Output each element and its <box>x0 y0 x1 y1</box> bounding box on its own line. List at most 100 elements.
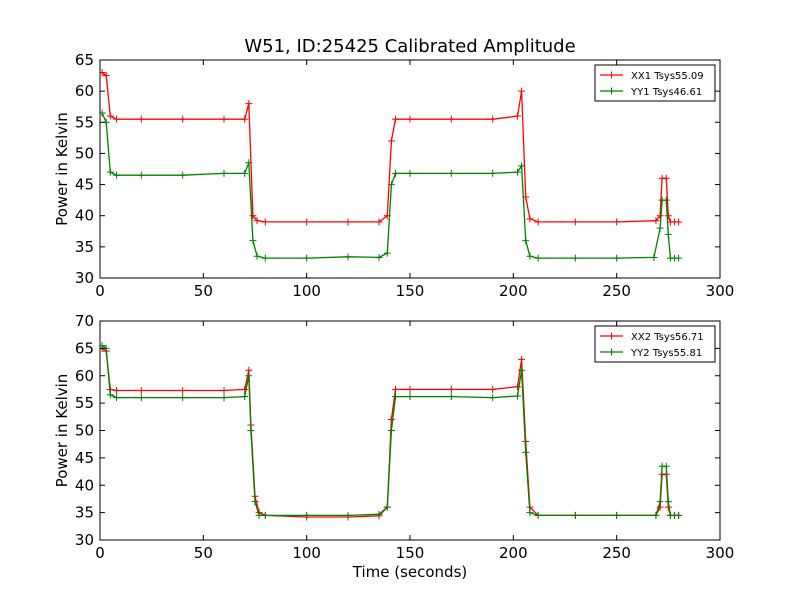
data-point <box>102 72 110 80</box>
legend-box <box>594 325 716 363</box>
top-panel: 0 50 100 150 200 250 300 30 35 40 45 50 55 60 65 Power … <box>53 51 734 300</box>
data-point <box>406 393 414 401</box>
y-tick-label: 60 <box>75 367 94 385</box>
data-point <box>303 511 311 519</box>
legend-entry: YY2 Tsys55.81 <box>630 348 702 359</box>
data-point <box>675 511 683 519</box>
data-point <box>489 385 497 393</box>
data-point <box>534 254 542 262</box>
legend: XX1 Tsys55.09 YY1 Tsys46.61 <box>594 64 716 102</box>
data-point <box>406 115 414 123</box>
data-point <box>664 230 672 238</box>
data-point <box>526 215 534 223</box>
data-point <box>664 498 672 506</box>
data-point <box>383 249 391 257</box>
data-point <box>137 115 145 123</box>
y-tick-label: 65 <box>75 339 94 357</box>
data-point <box>179 394 187 402</box>
data-point <box>137 394 145 402</box>
data-point <box>106 168 114 176</box>
data-point <box>662 196 670 204</box>
y-tick-label: 50 <box>75 144 94 162</box>
data-point <box>344 218 352 226</box>
y-axis-label: Power in Kelvin <box>53 112 71 226</box>
x-tick-label: 0 <box>95 282 105 300</box>
data-point <box>253 217 261 225</box>
data-point <box>220 115 228 123</box>
data-point <box>650 253 658 261</box>
data-point <box>513 168 521 176</box>
x-tick-label: 300 <box>706 544 735 562</box>
data-point <box>261 254 269 262</box>
data-point <box>534 511 542 519</box>
x-tick-label: 150 <box>396 544 425 562</box>
plot-area <box>100 342 683 521</box>
legend-marker <box>608 87 615 95</box>
data-point <box>675 218 683 226</box>
y-tick-label: 30 <box>75 531 94 549</box>
y-tick-label: 40 <box>75 207 94 225</box>
y-tick-label: 60 <box>75 82 94 100</box>
y-tick-label: 70 <box>75 312 94 330</box>
data-point <box>513 383 521 391</box>
x-tick-label: 100 <box>292 544 321 562</box>
x-tick-label: 250 <box>602 282 631 300</box>
x-tick-label: 100 <box>292 282 321 300</box>
data-point <box>261 218 269 226</box>
data-point <box>518 162 526 170</box>
plot-area <box>100 68 683 262</box>
data-point <box>447 115 455 123</box>
data-point <box>652 511 660 519</box>
data-point <box>375 510 383 518</box>
data-point <box>489 169 497 177</box>
y-tick-label: 35 <box>75 238 94 256</box>
data-point <box>251 498 259 506</box>
legend-marker <box>608 71 615 79</box>
data-point <box>662 462 670 470</box>
data-point <box>652 217 660 225</box>
data-point <box>518 87 526 95</box>
data-point <box>261 511 269 519</box>
data-point <box>613 218 621 226</box>
x-tick-label: 200 <box>499 544 528 562</box>
data-point <box>656 224 664 232</box>
data-point <box>613 254 621 262</box>
data-point <box>241 169 249 177</box>
data-point <box>387 181 395 189</box>
x-tick-label: 0 <box>95 544 105 562</box>
data-point <box>571 254 579 262</box>
legend: XX2 Tsys56.71 YY2 Tsys55.81 <box>594 325 716 363</box>
y-tick-label: 35 <box>75 504 94 522</box>
x-tick-label: 50 <box>194 282 213 300</box>
x-tick-label: 250 <box>602 544 631 562</box>
data-point <box>613 511 621 519</box>
data-point <box>375 218 383 226</box>
data-point <box>675 254 683 262</box>
data-point <box>100 109 106 117</box>
legend-entry: XX1 Tsys55.09 <box>631 71 704 82</box>
data-point <box>344 511 352 519</box>
data-point <box>220 394 228 402</box>
x-tick-label: 200 <box>499 282 528 300</box>
y-tick-label: 30 <box>75 269 94 287</box>
data-point <box>392 169 400 177</box>
data-point <box>241 385 249 393</box>
data-point <box>303 254 311 262</box>
data-point <box>253 252 261 260</box>
data-point <box>113 115 121 123</box>
x-tick-label: 300 <box>706 282 735 300</box>
y-tick-label: 40 <box>75 476 94 494</box>
data-point <box>113 394 121 402</box>
data-point <box>392 385 400 393</box>
data-point <box>489 394 497 402</box>
data-point <box>245 100 253 108</box>
data-point <box>513 112 521 120</box>
data-point <box>247 427 255 434</box>
data-point <box>106 391 114 399</box>
data-point <box>179 171 187 179</box>
data-point <box>245 372 253 380</box>
y-tick-label: 45 <box>75 176 94 194</box>
data-point <box>137 387 145 395</box>
y-tick-label: 45 <box>75 449 94 467</box>
